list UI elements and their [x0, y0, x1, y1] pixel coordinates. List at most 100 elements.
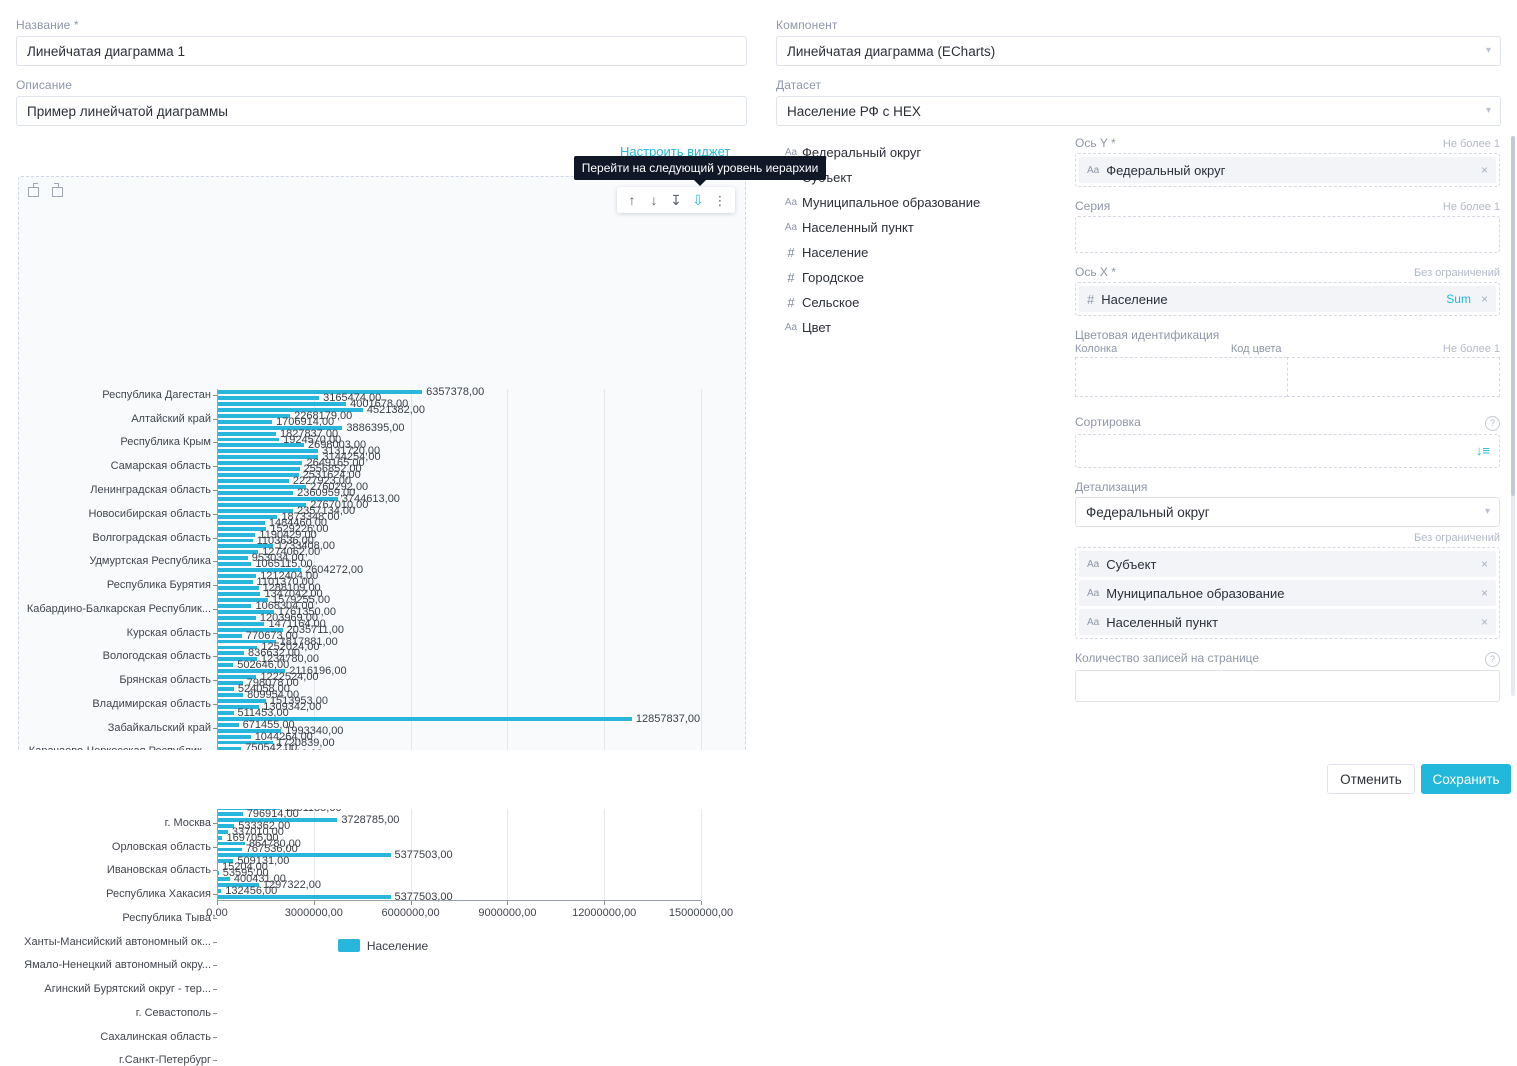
chart-bar[interactable]	[217, 455, 319, 460]
remove-icon[interactable]: ×	[1480, 557, 1488, 571]
chart-bar[interactable]	[217, 514, 278, 519]
config-scrollbar[interactable]	[1511, 136, 1515, 696]
save-button[interactable]: Сохранить	[1421, 764, 1511, 794]
chart-bar[interactable]	[217, 740, 273, 745]
x-axis-chip[interactable]: # Население Sum ×	[1079, 286, 1496, 312]
cancel-button[interactable]: Отменить	[1327, 764, 1415, 794]
chart-bar[interactable]	[217, 728, 282, 733]
field-list-item[interactable]: Aa Муниципальное образование	[780, 190, 1070, 215]
remove-icon[interactable]: ×	[1480, 586, 1488, 600]
chart-bar[interactable]	[217, 586, 259, 590]
detail-select[interactable]: Федеральный округ ▾	[1075, 497, 1500, 527]
sort-desc-icon[interactable]: ↓≡	[1475, 443, 1490, 458]
chart-bar[interactable]	[217, 597, 268, 602]
chart-bar[interactable]	[217, 609, 274, 614]
chart-bar[interactable]	[217, 413, 291, 418]
chart-bar[interactable]	[217, 526, 267, 531]
chart-bar[interactable]	[217, 639, 276, 644]
page-size-input[interactable]	[1075, 670, 1500, 702]
chart-bar[interactable]	[217, 437, 280, 442]
chart-bar[interactable]	[217, 657, 257, 662]
chart-bar[interactable]	[217, 895, 391, 899]
component-select[interactable]: Линейчатая диаграмма (ECharts) ▾	[776, 36, 1501, 66]
field-list-item[interactable]: # Население	[780, 240, 1070, 265]
chart-bar[interactable]	[217, 538, 253, 543]
chart-bar[interactable]	[217, 716, 632, 721]
configure-widget-link[interactable]: Настроить виджет	[620, 144, 731, 159]
chart-bar[interactable]	[217, 669, 286, 674]
chart-bar[interactable]	[217, 502, 307, 507]
chart-bar[interactable]	[217, 687, 234, 691]
chart-bar[interactable]	[217, 532, 256, 537]
chart-bar[interactable]	[217, 467, 300, 472]
dataset-select[interactable]: Население РФ с HEX ▾	[776, 96, 1501, 126]
more-options-icon[interactable]: ⋮	[713, 192, 727, 208]
chart-bar[interactable]	[217, 734, 251, 739]
chart-bar[interactable]	[217, 645, 258, 650]
chart-bar[interactable]	[217, 574, 257, 579]
sorting-dropzone[interactable]: ↓≡	[1075, 434, 1500, 468]
chart-bar[interactable]	[217, 407, 363, 412]
remove-icon[interactable]: ×	[1480, 163, 1488, 177]
chart-bar[interactable]	[217, 580, 253, 585]
chart-bar[interactable]	[217, 479, 289, 484]
chart-bar[interactable]	[217, 603, 252, 608]
chart-bar[interactable]	[217, 390, 423, 394]
help-icon[interactable]: ?	[1485, 652, 1500, 667]
remove-icon[interactable]: ×	[1480, 292, 1488, 306]
field-list-item[interactable]: # Сельское	[780, 290, 1070, 315]
series-dropzone[interactable]	[1075, 216, 1500, 253]
chart-bar[interactable]	[217, 449, 319, 454]
remove-icon[interactable]: ×	[1480, 615, 1488, 629]
description-input[interactable]: Пример линейчатой диаграммы	[16, 96, 747, 126]
chart-bar[interactable]	[217, 568, 302, 573]
color-column-dropzone[interactable]	[1075, 357, 1287, 397]
detail-dropzone[interactable]: Aa Субъект × Aa Муниципальное образование × Aa…	[1075, 547, 1500, 639]
aggregation-label[interactable]: Sum	[1446, 292, 1471, 306]
move-to-bottom-icon[interactable]: ↧	[670, 192, 682, 208]
chart-bar[interactable]	[217, 675, 257, 680]
field-list-item[interactable]: Aa Цвет	[780, 315, 1070, 340]
chart-bar[interactable]	[217, 461, 303, 466]
help-icon[interactable]: ?	[1485, 416, 1500, 431]
reset-hierarchy-icon[interactable]	[51, 183, 66, 198]
field-list-item[interactable]: Aa Населенный пункт	[780, 215, 1070, 240]
chart-bar[interactable]	[217, 710, 234, 715]
chart-bar[interactable]	[217, 746, 242, 751]
move-up-icon[interactable]: ↑	[628, 192, 636, 208]
chart-bar[interactable]	[217, 693, 244, 697]
chart-bar[interactable]	[217, 877, 230, 882]
chart-bar[interactable]	[217, 485, 307, 489]
chart-bar[interactable]	[217, 704, 260, 709]
detail-chip[interactable]: Aa Субъект ×	[1079, 551, 1496, 577]
drill-up-icon[interactable]	[27, 183, 42, 198]
color-code-dropzone[interactable]	[1287, 357, 1500, 397]
chart-bar[interactable]	[217, 544, 273, 549]
chart-bar[interactable]	[217, 621, 265, 626]
y-axis-chip[interactable]: Aa Федеральный округ ×	[1079, 157, 1496, 183]
field-list-item[interactable]: Aa Федеральный округ	[780, 140, 1070, 165]
chart-bar[interactable]	[217, 431, 276, 436]
chart-bar[interactable]	[217, 419, 273, 424]
chart-bar[interactable]	[217, 443, 305, 448]
chart-bar[interactable]	[217, 698, 266, 703]
chart-bar[interactable]	[217, 633, 242, 638]
chart-bar[interactable]	[217, 395, 320, 400]
chart-bar[interactable]	[217, 847, 242, 852]
chart-bar[interactable]	[217, 722, 239, 727]
chart-bar[interactable]	[217, 592, 261, 596]
chart-bar[interactable]	[217, 651, 244, 656]
field-list-item[interactable]: # Городское	[780, 265, 1070, 290]
detail-chip[interactable]: Aa Населенный пункт ×	[1079, 609, 1496, 635]
chart-bar[interactable]	[217, 663, 234, 668]
chart-bar[interactable]	[217, 615, 256, 620]
move-down-icon[interactable]: ↓	[650, 192, 658, 208]
chart-bar[interactable]	[217, 473, 299, 478]
name-input[interactable]: Линейчатая диаграмма 1	[16, 36, 747, 66]
chart-legend[interactable]: Население	[19, 939, 747, 953]
chart-bar[interactable]	[217, 425, 343, 430]
chart-bar[interactable]	[217, 520, 265, 525]
chart-bar[interactable]	[217, 491, 294, 495]
chart-bar[interactable]	[217, 841, 245, 846]
y-axis-dropzone[interactable]: Aa Федеральный округ ×	[1075, 153, 1500, 187]
